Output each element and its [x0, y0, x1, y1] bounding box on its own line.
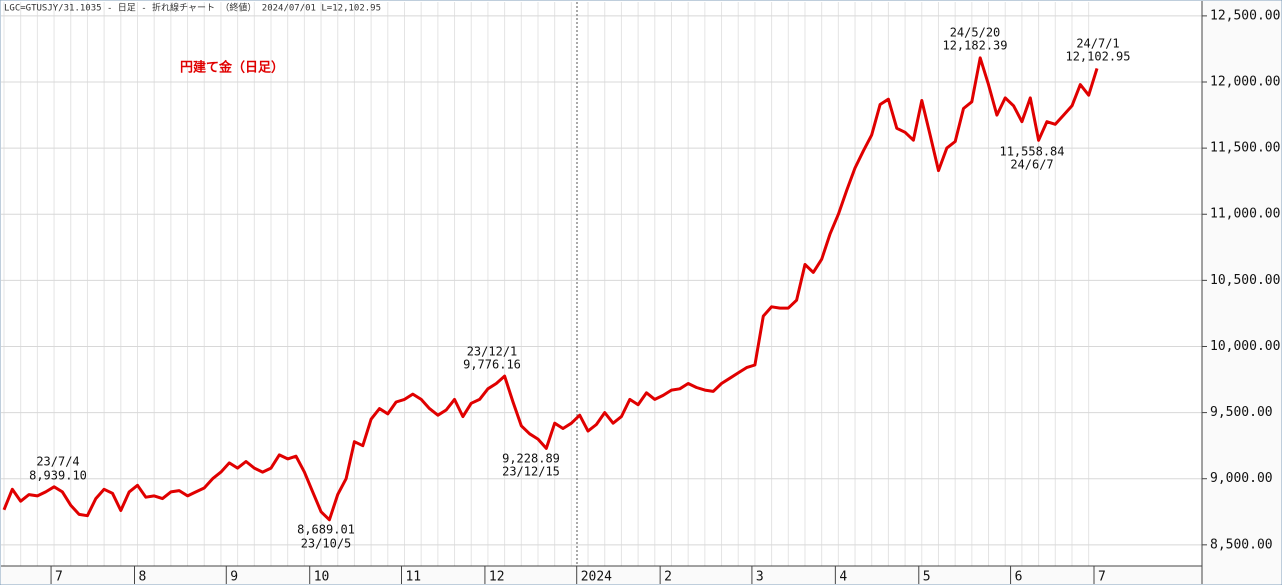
annotation: 12,182.39 — [942, 39, 1007, 53]
y-tick-label: 11,000.00 — [1210, 207, 1280, 222]
x-tick-label: 9 — [230, 570, 238, 585]
annotation: 9,776.16 — [463, 358, 521, 372]
x-tick-label: 11 — [405, 570, 421, 585]
annotation: 23/12/1 — [467, 345, 518, 359]
annotations: 23/7/4 8,939.10 8,689.01 23/10/5 23/12/1… — [29, 26, 1130, 551]
y-tick-label: 11,500.00 — [1210, 141, 1280, 156]
annotation: 23/10/5 — [301, 537, 352, 551]
x-tick-label: 6 — [1015, 570, 1023, 585]
annotation: 9,228.89 — [502, 452, 560, 466]
x-tick-label: 2 — [664, 570, 672, 585]
y-tick-label: 12,500.00 — [1210, 8, 1280, 23]
x-tick-label: 3 — [756, 570, 764, 585]
y-tick-label: 9,500.00 — [1210, 405, 1273, 420]
x-tick-label: 7 — [1098, 570, 1106, 585]
annotation: 24/6/7 — [1010, 158, 1053, 172]
x-tick-label: 10 — [314, 570, 330, 585]
x-tick-label: 12 — [489, 570, 505, 585]
annotation: 23/12/15 — [502, 465, 560, 479]
y-tick-label: 9,000.00 — [1210, 471, 1273, 486]
annotation: 12,102.95 — [1065, 50, 1130, 64]
grid — [1, 2, 1202, 566]
annotation: 23/7/4 — [36, 455, 79, 469]
chart-title: 円建て金（日足） — [180, 60, 284, 76]
x-tick-label: 8 — [138, 570, 146, 585]
annotation: 8,939.10 — [29, 469, 87, 483]
y-tick-label: 8,500.00 — [1210, 537, 1273, 552]
price-line — [2, 56, 1099, 522]
annotation: 24/5/20 — [950, 26, 1001, 40]
annotation: 11,558.84 — [999, 145, 1064, 159]
annotation: 8,689.01 — [297, 523, 355, 537]
x-axis-area — [1, 566, 1202, 584]
y-tick-label: 12,000.00 — [1210, 75, 1280, 90]
x-tick-label: 4 — [839, 570, 847, 585]
x-tick-label: 5 — [923, 570, 931, 585]
header: LGC=GTUSJY/31.1035 - 日足 - 折れ線チャート （終値） 2… — [4, 2, 381, 14]
y-tick-label: 10,500.00 — [1210, 273, 1280, 288]
annotation: 24/7/1 — [1076, 37, 1119, 51]
y-tick-label: 10,000.00 — [1210, 339, 1280, 354]
x-tick-label: 7 — [55, 570, 63, 585]
y-axis-area — [1202, 1, 1281, 584]
x-tick-label: 2024 — [581, 570, 612, 585]
